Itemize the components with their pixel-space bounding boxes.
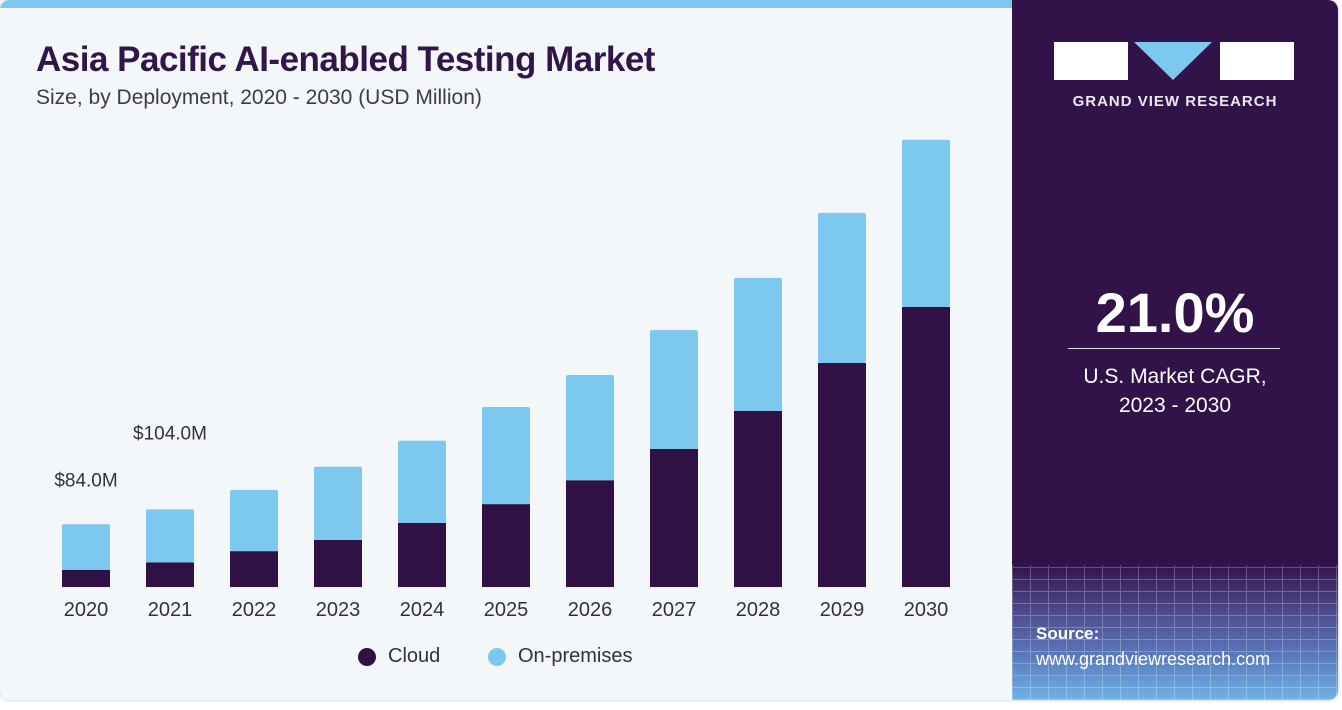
bar-cloud-2030	[902, 307, 950, 587]
bar-cloud-2024	[398, 522, 446, 587]
legend-item-on-premises: On-premises	[488, 645, 632, 668]
bar-on-premises-2020	[62, 524, 110, 570]
bar-cloud-2020	[62, 569, 110, 587]
bar-cloud-2023	[314, 539, 362, 587]
data-label: $104.0M	[133, 423, 207, 444]
x-tick-label: 2025	[484, 599, 529, 621]
bar-cloud-2028	[734, 410, 782, 587]
x-tick-label: 2026	[568, 599, 613, 621]
bar-cloud-2022	[230, 551, 278, 587]
bar-on-premises-2022	[230, 489, 278, 552]
bar-cloud-2029	[818, 363, 866, 587]
source-label: Source:	[1036, 624, 1100, 643]
bar-on-premises-2029	[818, 212, 866, 363]
chart-subtitle: Size, by Deployment, 2020 - 2030 (USD Mi…	[36, 86, 482, 109]
legend-item-cloud: Cloud	[358, 645, 440, 668]
x-tick-label: 2020	[64, 599, 109, 621]
divider	[1068, 348, 1280, 349]
x-tick-label: 2029	[820, 599, 865, 621]
bar-on-premises-2025	[482, 407, 530, 505]
bar-on-premises-2028	[734, 277, 782, 411]
bar-cloud-2026	[566, 480, 614, 587]
chart-title: Asia Pacific AI-enabled Testing Market	[36, 40, 655, 79]
cagr-label-line1: U.S. Market CAGR,	[1083, 365, 1267, 388]
bar-on-premises-2027	[650, 330, 698, 449]
legend-swatch-cloud	[358, 647, 376, 666]
legend-label: On-premises	[518, 645, 633, 667]
bar-on-premises-2021	[146, 509, 194, 563]
source-url[interactable]: www.grandviewresearch.com	[1036, 649, 1271, 669]
legend-label: Cloud	[388, 645, 441, 667]
x-tick-label: 2021	[148, 599, 193, 621]
bar-on-premises-2030	[902, 139, 950, 307]
x-tick-label: 2024	[400, 599, 445, 621]
bar-on-premises-2026	[566, 374, 614, 481]
x-tick-label: 2030	[904, 599, 949, 621]
top-accent-strip	[0, 0, 1012, 8]
x-tick-label: 2027	[652, 599, 697, 621]
brand-name: GRAND VIEW RESEARCH	[1072, 93, 1278, 110]
grid-background	[1012, 565, 1338, 700]
bar-cloud-2021	[146, 562, 194, 587]
data-label: $84.0M	[54, 470, 117, 491]
x-tick-label: 2023	[316, 599, 361, 621]
legend-swatch-on-premises	[488, 647, 506, 666]
sidebar-panel: GRAND VIEW RESEARCH 21.0% U.S. Market CA…	[1012, 0, 1338, 700]
x-tick-label: 2028	[736, 599, 781, 621]
cagr-label-line2: 2023 - 2030	[1118, 394, 1232, 417]
bar-on-premises-2023	[314, 466, 362, 540]
bar-on-premises-2024	[398, 440, 446, 523]
bar-cloud-2025	[482, 504, 530, 587]
cagr-value: 21.0%	[1095, 281, 1255, 344]
bar-chart: 2020 $84.0M 2021 $104.0M 2022 2023 2024 2025 202…	[54, 139, 950, 621]
cagr-label: U.S. Market CAGR, 2023 - 2030	[1012, 362, 1338, 420]
x-tick-label: 2022	[232, 599, 277, 621]
bar-cloud-2027	[650, 448, 698, 587]
